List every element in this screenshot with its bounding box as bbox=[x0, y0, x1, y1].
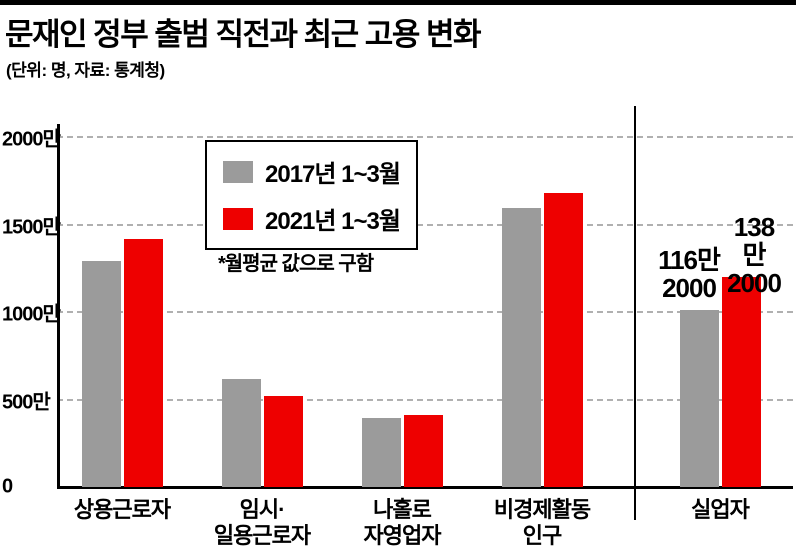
y-axis-label: 1500만 bbox=[2, 216, 61, 238]
gridline bbox=[57, 136, 793, 138]
y-axis-label: 2000만 bbox=[2, 128, 61, 151]
y-axis-line bbox=[57, 124, 60, 487]
gridline bbox=[57, 398, 793, 401]
bar-2017 bbox=[81, 261, 121, 487]
value-label-2021: 138만 2000 bbox=[727, 211, 782, 298]
bar-2017 bbox=[221, 378, 261, 487]
legend-item-2017: 2017년 1~3월 bbox=[223, 154, 401, 189]
chart-subtitle: (단위: 명, 자료: 통계청) bbox=[6, 61, 165, 80]
chart-title: 문재인 정부 출범 직전과 최근 고용 변화 bbox=[5, 17, 482, 52]
legend-swatch-2017 bbox=[223, 160, 253, 183]
chart-note: *월평균 값으로 구함 bbox=[218, 253, 374, 275]
x-axis-label: 임시· 일용근로자 bbox=[213, 497, 311, 548]
bar-2021 bbox=[263, 396, 303, 487]
panel-divider bbox=[634, 106, 636, 520]
legend: 2017년 1~3월 2021년 1~3월 bbox=[205, 140, 418, 250]
y-axis-label: 0 bbox=[2, 475, 13, 498]
x-axis-label: 비경제활동 인구 bbox=[493, 497, 591, 548]
value-label-2017: 116만 2000 bbox=[658, 245, 721, 304]
bar-2017 bbox=[361, 417, 401, 487]
top-rule bbox=[0, 0, 796, 5]
legend-label-2021: 2021년 1~3월 bbox=[265, 208, 401, 235]
bar-unemployed-2021 bbox=[721, 276, 761, 487]
bar-2021 bbox=[403, 415, 443, 487]
x-axis-line bbox=[57, 486, 793, 489]
gridline bbox=[57, 311, 793, 313]
legend-label-2017: 2017년 1~3월 bbox=[265, 161, 401, 188]
bar-2017 bbox=[501, 207, 541, 487]
y-axis-label: 500만 bbox=[2, 391, 51, 413]
bar-2021 bbox=[123, 238, 163, 487]
x-axis-label: 상용근로자 bbox=[73, 497, 171, 522]
bar-2021 bbox=[543, 193, 583, 487]
gridline bbox=[57, 223, 793, 226]
y-axis-label: 1000만 bbox=[2, 303, 61, 326]
x-axis-label: 실업자 bbox=[691, 497, 750, 522]
bar-unemployed-2017 bbox=[679, 310, 719, 487]
legend-swatch-2021 bbox=[223, 207, 253, 230]
legend-item-2021: 2021년 1~3월 bbox=[223, 201, 401, 236]
x-axis-label: 나홀로 자영업자 bbox=[363, 497, 442, 548]
